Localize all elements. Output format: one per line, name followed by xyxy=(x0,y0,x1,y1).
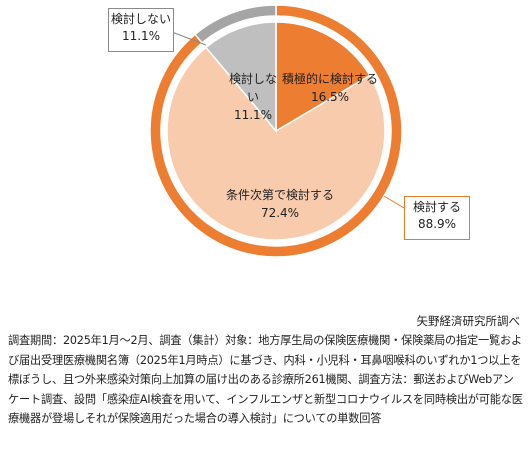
slice-label-active: 積極的に検討する 16.5% xyxy=(282,70,378,106)
pie-slice-1 xyxy=(275,21,371,133)
slice-label-active-name: 積極的に検討する xyxy=(282,72,379,86)
pie-slice-3 xyxy=(204,21,277,134)
outer-label-not-consider-value: 11.1% xyxy=(121,29,161,43)
outer-label-consider-name: 検討する xyxy=(412,200,461,214)
slice-label-conditional-value: 72.4% xyxy=(260,206,300,220)
slice-label-not-consider-name: 検討しない xyxy=(228,72,277,104)
slice-label-conditional-name: 条件次第で検討する xyxy=(225,188,334,202)
survey-footnote: 調査期間：2025年1月～2月、調査（集計）対象：地方厚生局の保険医療機関・保険… xyxy=(8,334,523,425)
slice-label-not-consider-value: 11.1% xyxy=(233,108,273,122)
outer-label-consider-value: 88.9% xyxy=(417,217,457,231)
outer-label-not-consider-name: 検討しない xyxy=(110,12,171,26)
outer-ring-segment-2 xyxy=(194,4,277,44)
leader-line-consider xyxy=(383,195,405,209)
pie-chart xyxy=(149,4,405,258)
leader-line-not-consider xyxy=(171,31,207,46)
slice-label-active-value: 16.5% xyxy=(310,90,350,104)
slice-label-conditional: 条件次第で検討する 72.4% xyxy=(218,186,342,222)
source-note: 矢野経済研究所調べ xyxy=(416,314,521,328)
slice-label-not-consider: 検討しない 11.1% xyxy=(224,70,282,124)
outer-label-consider: 検討する 88.9% xyxy=(404,196,470,240)
pie-slice-2 xyxy=(166,46,386,241)
outer-label-not-consider: 検討しない 11.1% xyxy=(108,8,174,52)
